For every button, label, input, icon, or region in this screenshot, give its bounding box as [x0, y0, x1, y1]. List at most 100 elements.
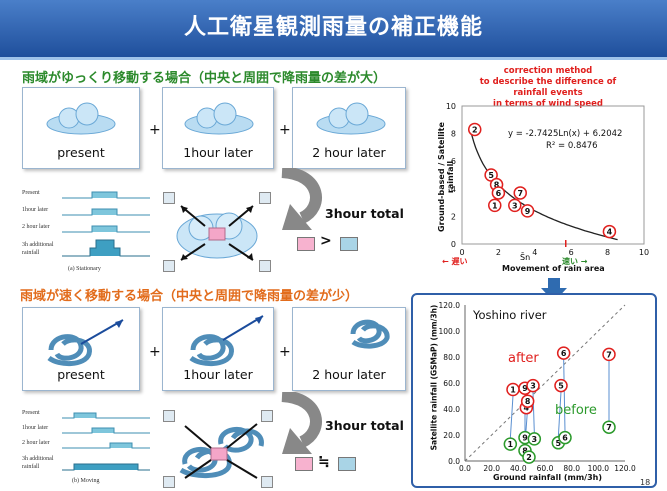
x-tick-label: 60.0	[537, 464, 554, 473]
corner-box	[259, 192, 271, 204]
slow-panel-1hour: 1hour later	[162, 87, 274, 169]
chart-title: Yoshino river	[473, 308, 547, 322]
data-point-label: 8	[525, 397, 531, 406]
data-point	[467, 122, 482, 137]
panel-label: 2 hour later	[312, 145, 386, 160]
data-point-label: 5	[556, 439, 562, 448]
data-point	[508, 198, 522, 213]
y-tick-label: 4	[451, 185, 456, 194]
center-rain-box	[297, 237, 315, 251]
row-label: 1hour later	[22, 207, 49, 213]
outer-rain-box	[338, 457, 356, 471]
y-tick-label: 10	[446, 102, 456, 111]
data-point-label: 2	[526, 453, 532, 462]
data-point-label: 6	[496, 189, 502, 198]
x-tick-label: 100.0	[588, 464, 610, 473]
regression-r2: R² = 0.8476	[546, 141, 598, 151]
correction-method-note: correction method to describe the differ…	[469, 66, 627, 110]
relation-symbol: ≒	[318, 454, 330, 470]
data-point	[602, 347, 616, 362]
row-label: 2 hour later	[22, 224, 50, 230]
y-tick-label: 0.0	[448, 457, 460, 466]
after-label: after	[508, 351, 539, 366]
panel-label: 2 hour later	[312, 367, 386, 382]
data-point	[488, 198, 502, 213]
data-point-label: 3	[532, 435, 538, 444]
x-tick-label: 6	[569, 248, 574, 257]
data-point-label: 4	[524, 404, 530, 413]
corner-box	[261, 476, 273, 488]
data-point-label: 7	[517, 189, 523, 198]
data-point-label: 1	[492, 201, 498, 210]
regression-equation: y = -2.7425Ln(x) + 6.2042	[508, 129, 623, 139]
moving-profile-diagram: Present 1hour later 2 hour later 3h addi…	[20, 408, 150, 488]
data-point-label: 4	[607, 228, 613, 237]
data-point	[513, 186, 527, 200]
x-tick-label: 8	[605, 248, 610, 257]
x-tick-label: 0.0	[459, 464, 471, 473]
data-point-label: 1	[508, 440, 514, 449]
profile-bars	[62, 191, 150, 257]
fast-panel-2hour: 2 hour later	[292, 307, 406, 391]
plus-sign: +	[149, 122, 161, 138]
page-number: 18	[640, 478, 651, 487]
fast-total-label: 3hour total	[325, 418, 404, 433]
data-point	[556, 346, 571, 360]
y-tick-label: 2	[451, 212, 456, 221]
data-point-label: 2	[472, 125, 478, 134]
x-tick-label: 4	[532, 248, 537, 257]
fast-storm-cluster	[163, 410, 273, 488]
plus-sign: +	[279, 122, 291, 138]
data-point-label: 3	[512, 201, 518, 210]
row-label: Present	[22, 410, 40, 416]
storm-cluster-icon	[179, 423, 264, 479]
y-tick-label: 8	[451, 130, 456, 139]
data-point-label: 8	[494, 181, 500, 190]
data-point	[602, 224, 617, 239]
y-tick-label: 6	[451, 157, 456, 166]
data-point	[520, 204, 535, 218]
one-to-one-line	[464, 304, 626, 462]
data-point	[558, 430, 572, 445]
row-label: Present	[22, 190, 40, 196]
data-point	[526, 378, 540, 393]
panel-label: 1hour later	[183, 367, 253, 382]
diagram-caption: (b) Moving	[72, 478, 100, 484]
data-point	[554, 378, 568, 393]
row-label: 2 hour later	[22, 440, 50, 446]
diagram-caption: (a) Stationary	[68, 266, 101, 272]
x-tick-label: 120.0	[614, 464, 636, 473]
data-point	[522, 450, 536, 464]
correction-arrow	[557, 391, 562, 437]
data-point-label: 6	[562, 434, 568, 443]
data-point-label: 8	[522, 447, 528, 456]
data-point-label: 6	[561, 349, 567, 358]
storm-icon	[47, 319, 124, 366]
data-point-label: 7	[606, 423, 612, 432]
profile-bars	[62, 412, 150, 471]
data-point	[491, 186, 506, 200]
y-tick-label: 60.0	[443, 379, 460, 388]
slow-heading: 雨域がゆっくり移動する場合（中央と周囲で降雨量の差が大）	[22, 71, 387, 86]
outer-rain-box	[340, 237, 358, 251]
yoshino-chart-frame: Satellite rainfall (GSMaP) (mm/3h) 0.0 20…	[411, 293, 657, 488]
corner-box	[163, 260, 175, 272]
plot-area	[461, 105, 645, 245]
correction-arrow	[509, 395, 514, 439]
row-label: 1hour later	[22, 425, 49, 431]
x-tick-label: 80.0	[563, 464, 580, 473]
y-tick-label: 20.0	[443, 431, 460, 440]
data-point	[602, 420, 616, 434]
x-tick-label: 0	[459, 248, 464, 257]
data-point-label: 9	[525, 207, 531, 216]
storm-icon	[189, 315, 264, 366]
slow-total-label: 3hour total	[325, 206, 404, 221]
fast-heading: 雨域が速く移動する場合（中央と周囲で降雨量の差が少）	[20, 289, 359, 304]
corner-box	[259, 260, 271, 272]
mean-annotation: S̄n	[520, 253, 531, 262]
fast-panel-1hour: 1hour later	[162, 307, 274, 391]
correction-line: in terms of wind speed	[493, 99, 603, 109]
relation-symbol: >	[320, 233, 332, 249]
correction-arrow	[563, 359, 566, 432]
